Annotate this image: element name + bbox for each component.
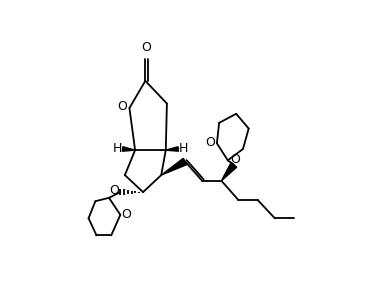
Text: O: O — [205, 136, 215, 149]
Text: O: O — [118, 101, 128, 114]
Polygon shape — [166, 147, 178, 151]
Polygon shape — [221, 163, 237, 181]
Polygon shape — [161, 158, 187, 175]
Text: H: H — [113, 142, 122, 155]
Text: O: O — [141, 41, 151, 54]
Text: O: O — [110, 184, 120, 197]
Text: O: O — [230, 153, 240, 166]
Polygon shape — [122, 147, 135, 151]
Text: O: O — [121, 208, 131, 221]
Text: H: H — [179, 142, 188, 155]
